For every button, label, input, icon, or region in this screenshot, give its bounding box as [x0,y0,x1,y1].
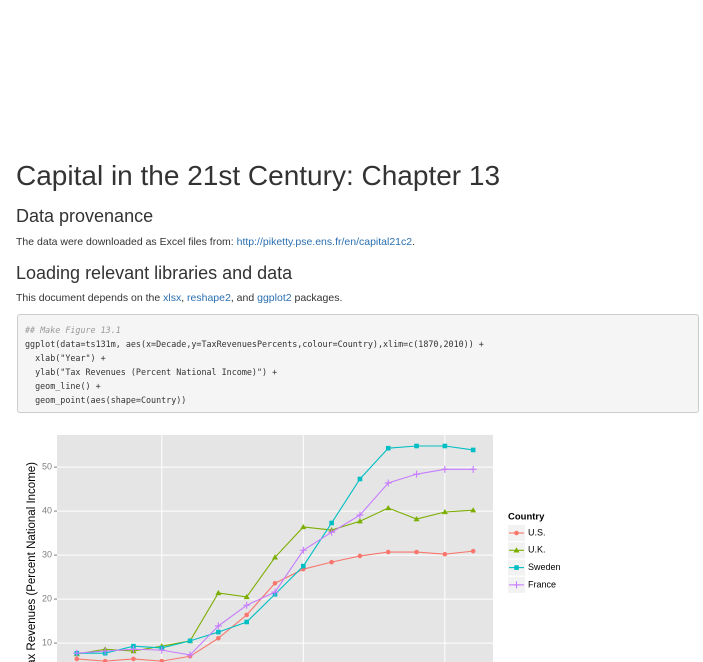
point [514,565,519,570]
paragraph: This document depends on the xlsx, resha… [16,292,342,304]
point [470,447,476,453]
y-tick-label: 30 [42,549,52,559]
chart: 10 20 30 40 50 Tax Revenues (Percent National… [26,435,561,662]
code-line: geom_point(aes(shape=Country)) [25,395,187,405]
point [214,622,222,630]
point [441,508,448,515]
point [442,551,448,557]
title: Capital in the 21st Century: Chapter 13 [16,160,501,191]
point [470,548,476,554]
point [186,651,194,659]
point [413,516,420,522]
y-tick-label: 20 [42,593,52,603]
code-line: ## Make Figure 13.1 [25,325,121,335]
link[interactable]: reshape2 [187,292,231,304]
point [216,635,221,641]
text: , [181,292,188,304]
y-axis-label: Tax Revenues (Percent National Income) [26,462,38,662]
point [243,593,250,600]
code-block: ## Make Figure 13.1 ggplot(data=ts131m, a… [17,314,699,413]
point [470,507,477,513]
point [329,559,334,565]
y-tick-label: 10 [42,637,52,647]
point [356,511,364,519]
code-line: ylab("Tax Revenues (Percent National Inc… [25,367,278,377]
section-heading: Data provenance [16,206,154,226]
link[interactable]: http://piketty.pse.ens.fr/en/capital21c2 [236,236,413,248]
point [357,476,363,482]
legend-title: Country [508,512,545,523]
point [244,612,249,618]
point [216,629,221,635]
point [271,588,279,596]
point [101,647,109,655]
link[interactable]: xlsx [163,292,182,304]
point [272,554,278,560]
point [414,443,419,449]
code-line: ggplot(data=ts131m, aes(x=Decade,y=TaxRe… [25,339,484,349]
legend-label: France [528,579,556,589]
point [159,658,165,662]
point [187,638,193,644]
link[interactable]: ggplot2 [257,292,292,304]
point [357,553,363,559]
point [300,523,307,530]
point [385,505,392,511]
point [131,656,136,662]
point [384,479,392,487]
legend-label: U.K. [528,545,546,555]
paragraph: The data were downloaded as Excel files … [16,236,415,248]
y-tick-label: 40 [42,505,52,515]
point [385,549,391,555]
legend-label: U.S. [528,527,546,537]
text: . [412,236,416,248]
legend-label: Sweden [528,562,561,572]
plot-panel [57,435,493,662]
point [328,528,336,536]
point [385,445,391,451]
text: The data were downloaded as Excel files … [16,236,237,248]
point [469,465,477,473]
point [442,443,448,449]
point [414,549,419,555]
point [299,546,307,554]
point [441,465,449,473]
point [215,589,222,596]
text: This document depends on the [16,292,164,304]
point [129,645,137,653]
plot-area [73,443,477,662]
y-tick-label: 50 [42,461,52,471]
point [244,619,249,625]
point [514,530,519,536]
point [243,601,251,609]
code-line: xlab("Year") + [25,353,106,363]
code-line: geom_line() + [25,381,101,391]
section-heading: Loading relevant libraries and data [16,263,293,283]
point [329,520,334,526]
text: packages. [291,292,343,304]
point [413,470,421,478]
point [74,656,80,662]
text: , and [230,292,258,304]
point [356,518,363,524]
point [513,581,520,589]
point [158,646,166,654]
point [513,547,520,553]
point [102,658,108,662]
point [301,563,306,569]
point [272,580,278,586]
point [73,649,81,657]
